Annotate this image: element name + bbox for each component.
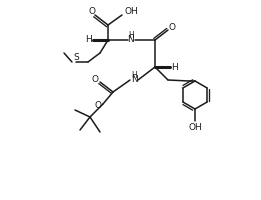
Text: H: H [128, 31, 134, 40]
Text: O: O [92, 74, 98, 84]
Text: N: N [128, 36, 134, 45]
Text: H: H [131, 72, 137, 80]
Text: H: H [85, 36, 91, 45]
Text: O: O [88, 6, 96, 16]
Text: O: O [169, 22, 175, 31]
Text: O: O [94, 102, 102, 110]
Text: N: N [130, 75, 137, 84]
Text: S: S [73, 52, 79, 62]
Text: OH: OH [124, 7, 138, 17]
Text: H: H [172, 62, 178, 72]
Text: OH: OH [188, 122, 202, 132]
